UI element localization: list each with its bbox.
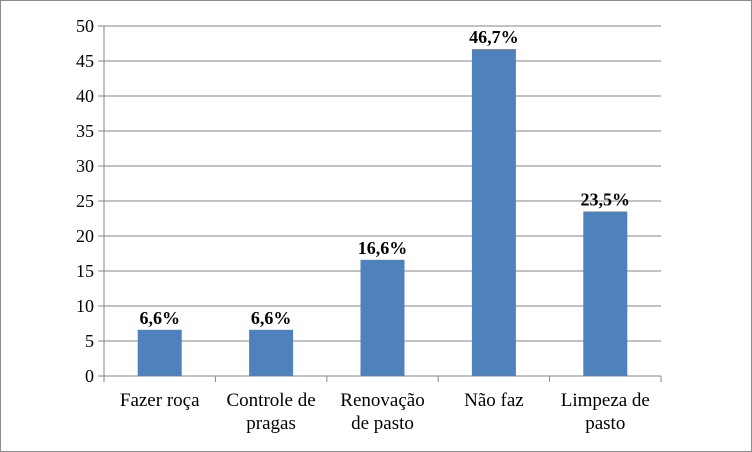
y-tick-label: 50 — [76, 16, 94, 36]
category-label: Controle de — [227, 390, 316, 411]
category-label: Renovação — [340, 390, 424, 411]
category-label: Fazer roça — [120, 390, 200, 411]
y-tick-label: 25 — [76, 191, 94, 211]
category-label: de pasto — [351, 413, 414, 434]
y-tick-label: 35 — [76, 121, 94, 141]
y-tick-label: 40 — [76, 86, 94, 106]
y-tick-label: 15 — [76, 261, 94, 281]
y-tick-label: 30 — [76, 156, 94, 176]
category-label: pasto — [585, 413, 625, 434]
bar — [471, 49, 516, 376]
data-label: 23,5% — [581, 190, 631, 210]
bar — [249, 329, 294, 376]
bar — [137, 329, 182, 376]
y-tick-label: 0 — [85, 366, 94, 386]
data-label: 6,6% — [139, 308, 180, 328]
data-label: 46,7% — [469, 27, 519, 47]
y-tick-label: 10 — [76, 296, 94, 316]
y-tick-label: 20 — [76, 226, 94, 246]
category-label: pragas — [246, 413, 296, 434]
category-label: Não faz — [464, 390, 524, 411]
data-label: 16,6% — [358, 238, 408, 258]
data-label: 6,6% — [251, 308, 292, 328]
bar — [360, 259, 405, 376]
y-tick-label: 45 — [76, 51, 94, 71]
y-tick-label: 5 — [85, 331, 94, 351]
bar — [583, 211, 628, 376]
category-label: Limpeza de — [561, 390, 650, 411]
